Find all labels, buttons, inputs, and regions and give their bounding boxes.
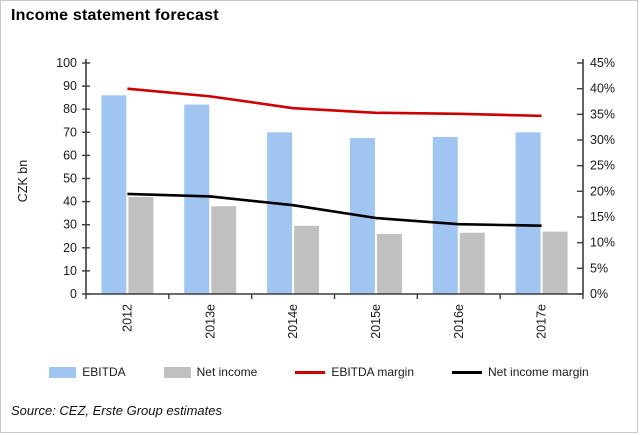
legend-label-net-income-margin: Net income margin [488,365,589,379]
right-axis-tick-label: 0% [590,287,608,301]
x-axis-category-label: 2014e [286,304,300,339]
bars-group [101,95,568,294]
ebitda-margin-swatch [295,370,326,374]
source-note: Source: CEZ, Erste Group estimates [11,403,222,418]
legend-item-ebitda-margin: EBITDA margin [295,365,414,379]
margin-line [127,192,542,228]
margin-line [127,87,542,118]
ebitda-swatch [49,366,77,378]
left-axis-tick-label: 0 [70,287,77,301]
right-axis-tick-label: 15% [590,210,615,224]
left-axis-tick-label: 30 [63,218,77,232]
x-axis-category-label: 2016e [452,304,466,339]
bar [432,136,458,294]
chart-title: Income statement forecast [11,7,219,24]
legend-label-ebitda-margin: EBITDA margin [331,365,415,379]
bar [459,232,485,294]
left-axis-tick-label: 90 [63,79,77,93]
axes-group: 0 10 20 30 40 50 60 70 80 90 100 0% 5% 10% 15% 20% 25% 30… [16,56,615,339]
right-axis-tick-label: 35% [590,107,615,121]
net-income-margin-swatch [452,370,483,374]
bar [128,196,154,294]
left-axis-title: CZK bn [16,160,30,202]
right-axis-tick-label: 30% [590,133,615,147]
left-axis-tick-label: 60 [63,148,77,162]
left-axis-tick-label: 70 [63,125,77,139]
net-income-swatch [163,366,191,378]
x-axis-category-label: 2017e [535,304,549,339]
bar [376,233,402,294]
chart-legend: EBITDA Net income EBITDA margin Net inco… [1,365,637,379]
lines-group [127,87,542,228]
legend-label-ebitda: EBITDA [82,365,126,379]
right-axis-tick-label: 45% [590,56,615,70]
combo-chart: 0 10 20 30 40 50 60 70 80 90 100 0% 5% 10% 15% 20% 25% 30… [16,56,615,339]
bar [542,231,568,294]
right-axis-tick-label: 40% [590,82,615,96]
bar [515,132,541,294]
left-axis-tick-label: 20 [63,241,77,255]
x-axis-category-label: 2015e [369,304,383,339]
right-axis-tick-label: 5% [590,261,608,275]
x-axis-category-label: 2013e [203,304,217,339]
left-axis-tick-label: 80 [63,102,77,116]
left-axis-tick-label: 10 [63,264,77,278]
legend-item-ebitda: EBITDA [49,365,126,379]
bar-series-1 [128,196,568,294]
right-axis-tick-label: 25% [590,159,615,173]
bar-series-0 [101,95,541,294]
bar [101,95,127,294]
bar [294,225,320,294]
right-axis-tick-label: 20% [590,184,615,198]
x-axis-category-label: 2012 [120,304,134,332]
left-axis-tick-label: 100 [56,56,77,70]
left-axis-tick-label: 40 [63,195,77,209]
legend-label-net-income: Net income [196,365,258,379]
bar [184,104,210,294]
bar [211,206,237,294]
bar [267,132,293,294]
left-axis-tick-label: 50 [63,172,77,186]
right-axis-tick-label: 10% [590,236,615,250]
legend-item-net-income-margin: Net income margin [452,365,589,379]
legend-item-net-income: Net income [163,365,258,379]
